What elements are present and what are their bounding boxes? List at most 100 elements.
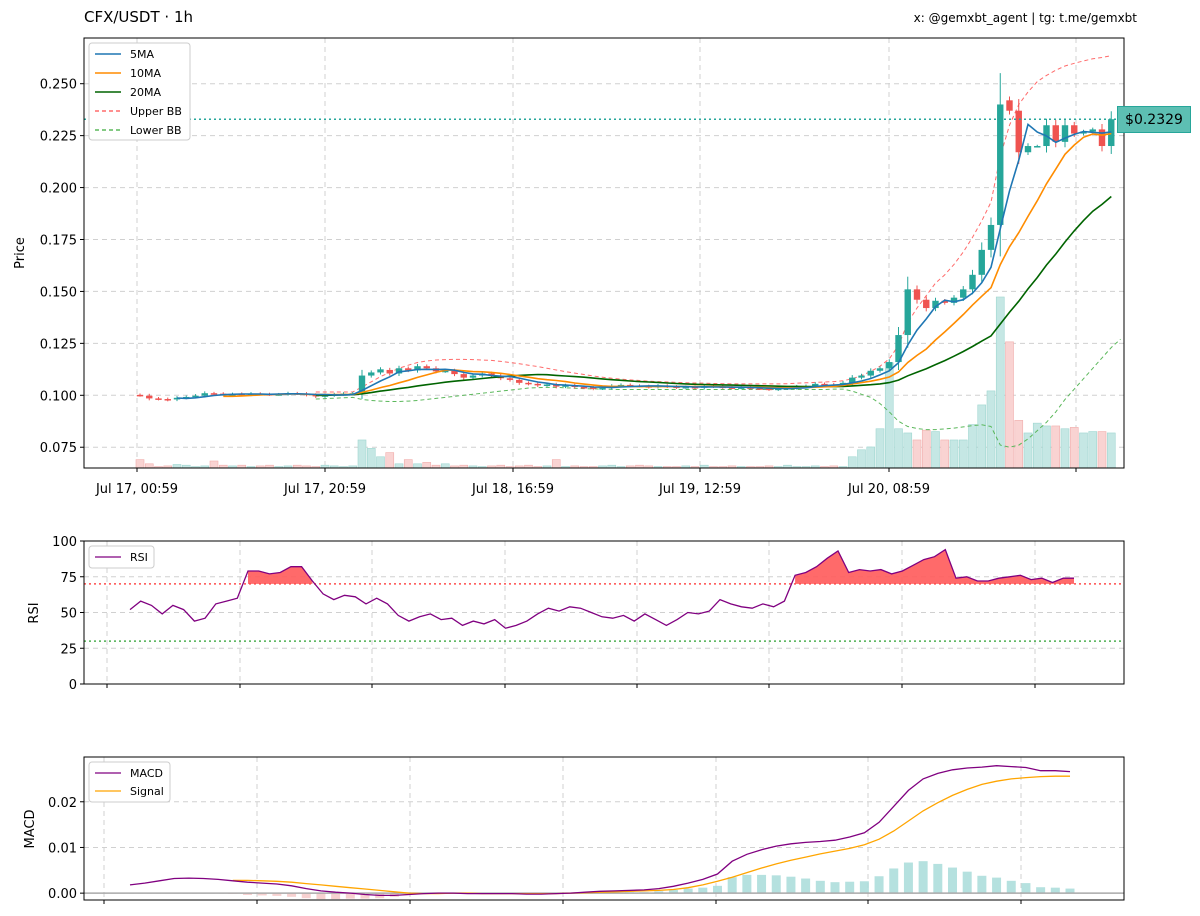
volume-bar <box>209 460 219 469</box>
candle-body <box>368 372 375 376</box>
rsi-ytick-label: 100 <box>52 535 77 550</box>
macd-histogram-bar <box>992 877 1002 894</box>
candle-body <box>941 300 948 303</box>
volume-bar <box>394 463 404 469</box>
candle-body <box>469 375 477 378</box>
candle-body <box>201 393 208 396</box>
price-xtick-label: Jul 20, 08:59 <box>847 482 930 497</box>
price-ytick-label: 0.075 <box>40 441 77 456</box>
candle-body <box>978 249 985 275</box>
candle-body <box>923 299 930 309</box>
macd-histogram-bar <box>360 893 370 899</box>
volume-bar <box>940 439 950 469</box>
price-ytick-label: 0.250 <box>40 78 77 93</box>
candle-body <box>858 375 865 378</box>
macd-ytick-label: 0.02 <box>48 796 77 811</box>
volume-bar <box>440 463 450 469</box>
macd-histogram-bar <box>257 893 267 896</box>
volume-bar <box>986 390 996 469</box>
current-price-tag: $0.2329 <box>1117 106 1191 133</box>
macd-histogram-bar <box>272 893 282 896</box>
macd-histogram-bar <box>801 878 811 894</box>
macd-histogram-bar <box>859 881 869 894</box>
volume-bar <box>847 456 857 469</box>
candle-body <box>146 395 153 399</box>
candle-body <box>728 387 736 389</box>
ma10-line <box>223 132 1112 398</box>
macd-histogram-bar <box>948 867 957 894</box>
volume-bar <box>977 404 987 469</box>
rsi-ytick-label: 0 <box>69 678 77 693</box>
macd-histogram-bar <box>918 861 928 894</box>
candle-body <box>395 368 403 374</box>
candle-body <box>895 335 902 363</box>
price-ytick-label: 0.150 <box>40 285 77 300</box>
signal-line <box>232 775 1070 895</box>
macd-histogram-bar <box>962 871 972 894</box>
macd-histogram-bar <box>727 877 737 894</box>
volume-bar <box>903 432 913 469</box>
candle-body <box>442 370 449 373</box>
candle-body <box>506 378 514 380</box>
candle-body <box>1080 131 1087 134</box>
candle-body <box>756 388 763 390</box>
rsi-line <box>129 548 1074 629</box>
candle-body <box>580 386 588 389</box>
candle-body <box>821 383 828 386</box>
candle-body <box>525 382 532 385</box>
macd-histogram-bar <box>345 893 355 899</box>
price-legend-label: Lower BB <box>130 124 182 137</box>
macd-line <box>129 765 1071 897</box>
price-legend-label: 20MA <box>130 86 161 99</box>
macd-histogram-bar <box>786 876 796 894</box>
rsi-overbought-fill <box>248 566 313 584</box>
macd-histogram-bar <box>316 893 326 900</box>
candle-body <box>377 369 384 373</box>
candle-body <box>386 369 393 374</box>
candle-body <box>1052 125 1059 142</box>
macd-histogram-bar <box>771 875 781 894</box>
price-ytick-label: 0.200 <box>40 182 77 197</box>
macd-histogram-bar <box>301 893 311 899</box>
volume-bar <box>1005 341 1014 469</box>
candle-body <box>960 289 967 298</box>
volume-bar <box>1106 432 1116 469</box>
volume-bar <box>1079 432 1088 469</box>
candle-body <box>358 375 366 394</box>
macd-histogram-bar <box>874 876 884 894</box>
volume-bar <box>366 448 376 469</box>
candle-body <box>950 297 958 303</box>
macd-histogram-bar <box>815 880 825 894</box>
volume-bar <box>551 459 561 469</box>
volume-bar <box>1023 432 1033 469</box>
macd-panel-frame <box>83 756 1125 901</box>
volume-bar <box>376 456 385 469</box>
candle-body <box>1089 129 1096 132</box>
macd-histogram-bar <box>654 891 664 894</box>
macd-histogram-bar <box>1021 883 1031 894</box>
macd-histogram-bar <box>683 888 693 894</box>
price-ytick-label: 0.175 <box>40 233 77 248</box>
candle-body <box>913 289 921 300</box>
volume-bar <box>1042 425 1051 469</box>
candle-body <box>414 366 421 371</box>
price-ytick-label: 0.225 <box>40 130 77 145</box>
candle-body <box>849 377 856 383</box>
candle-body <box>460 374 467 378</box>
candle-body <box>987 224 995 250</box>
price-legend-label: 5MA <box>130 48 154 61</box>
volume-bar <box>135 459 145 469</box>
chart-title: CFX/USDT · 1h <box>84 8 193 26</box>
price-ylabel: Price <box>13 237 28 269</box>
candle-body <box>738 387 745 389</box>
candle-body <box>451 370 458 375</box>
candle-body <box>775 388 782 391</box>
macd-histogram-bar <box>668 889 678 894</box>
volume-bar <box>172 464 182 469</box>
volume-bar <box>875 428 885 469</box>
macd-histogram-bar <box>1065 888 1075 894</box>
volume-bar <box>422 462 432 469</box>
candle-body <box>210 393 218 395</box>
volume-bar <box>912 439 922 469</box>
